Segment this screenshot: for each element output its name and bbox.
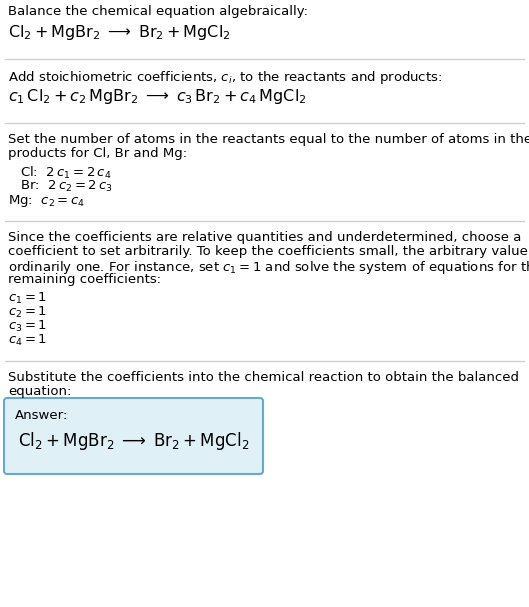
- Text: Balance the chemical equation algebraically:: Balance the chemical equation algebraica…: [8, 5, 308, 18]
- Text: $c_4 = 1$: $c_4 = 1$: [8, 333, 47, 348]
- Text: coefficient to set arbitrarily. To keep the coefficients small, the arbitrary va: coefficient to set arbitrarily. To keep …: [8, 245, 529, 258]
- Text: ordinarily one. For instance, set $c_1 = 1$ and solve the system of equations fo: ordinarily one. For instance, set $c_1 =…: [8, 259, 529, 276]
- Text: $c_3 = 1$: $c_3 = 1$: [8, 319, 47, 334]
- FancyBboxPatch shape: [4, 398, 263, 474]
- Text: $c_2 = 1$: $c_2 = 1$: [8, 305, 47, 320]
- Text: Cl:  $2\,c_1 = 2\,c_4$: Cl: $2\,c_1 = 2\,c_4$: [20, 165, 112, 181]
- Text: $\mathrm{Cl}_2 + \mathrm{MgBr}_2 \;\longrightarrow\; \mathrm{Br}_2 + \mathrm{MgC: $\mathrm{Cl}_2 + \mathrm{MgBr}_2 \;\long…: [8, 23, 231, 42]
- Text: $c_1\,\mathrm{Cl}_2 + c_2\,\mathrm{MgBr}_2 \;\longrightarrow\; c_3\,\mathrm{Br}_: $c_1\,\mathrm{Cl}_2 + c_2\,\mathrm{MgBr}…: [8, 87, 307, 106]
- Text: $c_1 = 1$: $c_1 = 1$: [8, 291, 47, 306]
- Text: Answer:: Answer:: [15, 409, 68, 422]
- Text: Set the number of atoms in the reactants equal to the number of atoms in the: Set the number of atoms in the reactants…: [8, 133, 529, 146]
- Text: equation:: equation:: [8, 385, 71, 398]
- Text: Mg:  $c_2 = c_4$: Mg: $c_2 = c_4$: [8, 193, 85, 209]
- Text: Since the coefficients are relative quantities and underdetermined, choose a: Since the coefficients are relative quan…: [8, 231, 522, 244]
- Text: $\mathrm{Cl}_2 + \mathrm{MgBr}_2 \;\longrightarrow\; \mathrm{Br}_2 + \mathrm{MgC: $\mathrm{Cl}_2 + \mathrm{MgBr}_2 \;\long…: [18, 430, 249, 452]
- Text: remaining coefficients:: remaining coefficients:: [8, 273, 161, 286]
- Text: products for Cl, Br and Mg:: products for Cl, Br and Mg:: [8, 147, 187, 160]
- Text: Add stoichiometric coefficients, $c_i$, to the reactants and products:: Add stoichiometric coefficients, $c_i$, …: [8, 69, 442, 86]
- Text: Br:  $2\,c_2 = 2\,c_3$: Br: $2\,c_2 = 2\,c_3$: [20, 179, 113, 194]
- Text: Substitute the coefficients into the chemical reaction to obtain the balanced: Substitute the coefficients into the che…: [8, 371, 519, 384]
